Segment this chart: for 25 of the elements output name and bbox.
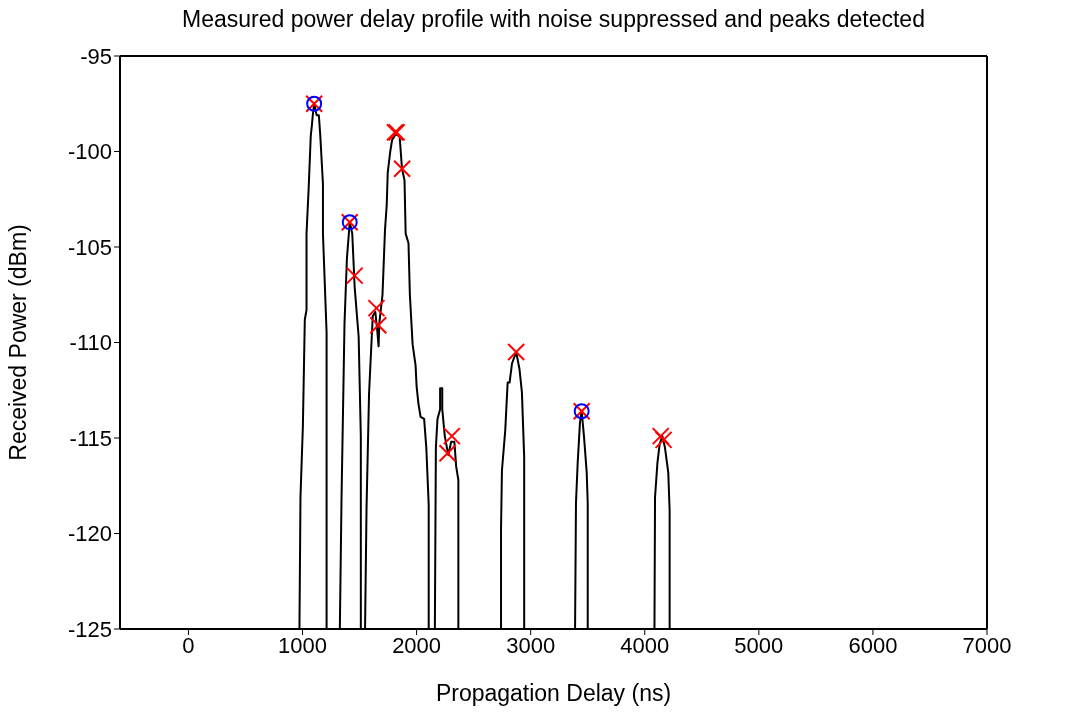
y-tick-label: -100 — [67, 139, 112, 165]
y-tick-label: -125 — [67, 616, 112, 642]
x-tick-label: 6000 — [848, 632, 898, 658]
x-tick-label: 1000 — [278, 632, 327, 658]
point — [442, 427, 461, 446]
y-tick-label: -110 — [69, 330, 112, 356]
y-tick-label: -120 — [67, 521, 112, 547]
point — [393, 159, 412, 178]
x-tick-label: 0 — [182, 632, 195, 658]
point — [369, 316, 388, 335]
y-axis-title: Received Power (dBm) — [5, 224, 32, 461]
x-tick-label: 7000 — [962, 632, 1012, 658]
point — [345, 266, 364, 285]
x-axis-title: Propagation Delay (ns) — [435, 680, 672, 706]
y-tick-label: -115 — [69, 425, 112, 451]
point — [507, 343, 526, 362]
x-tick-label: 5000 — [734, 632, 784, 658]
y-tick-label: -95 — [80, 43, 112, 69]
chart-title: Measured power delay profile with noise suppressed and peaks detected — [181, 6, 926, 33]
x-tick-label: 4000 — [620, 632, 670, 658]
point — [367, 299, 386, 318]
point — [438, 444, 457, 463]
x-tick-label: 2000 — [392, 632, 442, 658]
y-tick-label: -105 — [67, 234, 112, 260]
x-tick-label: 3000 — [506, 632, 556, 658]
